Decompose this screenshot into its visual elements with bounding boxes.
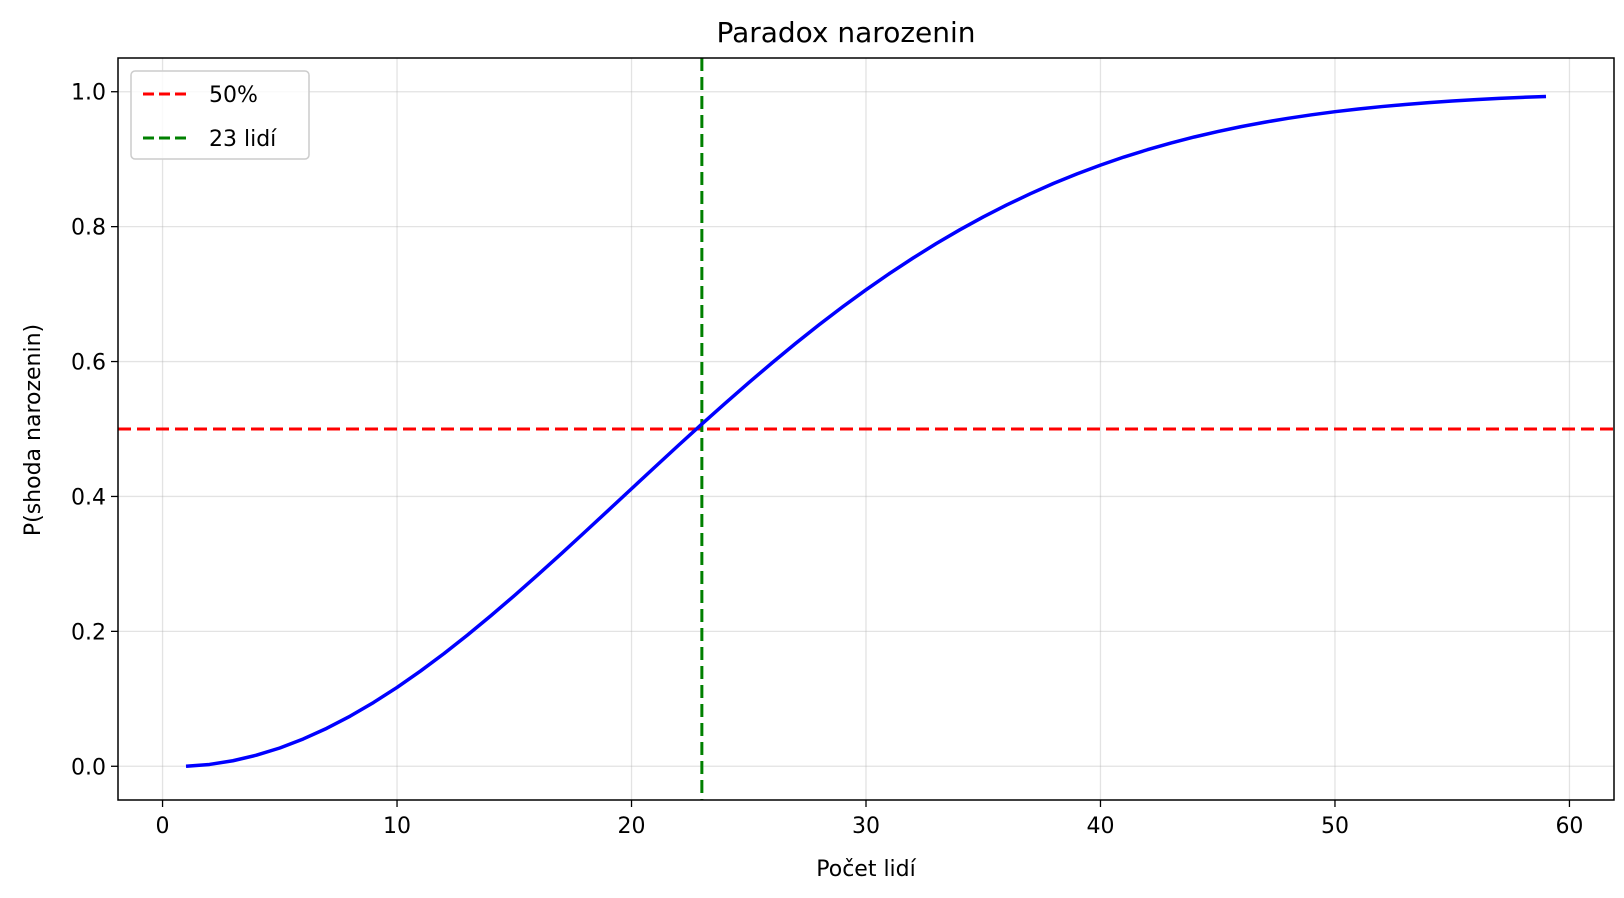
data-series bbox=[185, 94, 1547, 769]
x-tick-label: 0 bbox=[156, 814, 170, 839]
y-axis-ticks: 0.0 0.2 0.4 0.6 0.8 1.0 bbox=[71, 81, 118, 780]
x-tick-label: 30 bbox=[852, 814, 880, 839]
x-axis-label: Počet lidí bbox=[816, 857, 916, 882]
y-axis-label: P(shoda narozenin) bbox=[21, 324, 46, 536]
y-tick-label: 0.6 bbox=[71, 351, 106, 376]
x-tick-label: 40 bbox=[1086, 814, 1114, 839]
legend-label: 50% bbox=[209, 83, 258, 108]
legend-label: 23 lidí bbox=[209, 127, 277, 152]
x-tick-label: 50 bbox=[1321, 814, 1349, 839]
y-tick-label: 0.0 bbox=[71, 755, 106, 780]
x-tick-label: 60 bbox=[1555, 814, 1583, 839]
chart-title: Paradox narozenin bbox=[716, 16, 975, 49]
x-tick-label: 10 bbox=[383, 814, 411, 839]
probability-curve bbox=[185, 94, 1547, 769]
y-tick-label: 0.8 bbox=[71, 216, 106, 241]
y-tick-label: 0.2 bbox=[71, 620, 106, 645]
legend: 50% 23 lidí bbox=[130, 70, 310, 160]
x-tick-label: 20 bbox=[618, 814, 646, 839]
y-tick-label: 0.4 bbox=[71, 485, 106, 510]
reference-lines bbox=[118, 58, 1614, 800]
y-tick-label: 1.0 bbox=[71, 81, 106, 106]
x-axis-ticks: 0 10 20 30 40 50 60 bbox=[156, 800, 1583, 839]
